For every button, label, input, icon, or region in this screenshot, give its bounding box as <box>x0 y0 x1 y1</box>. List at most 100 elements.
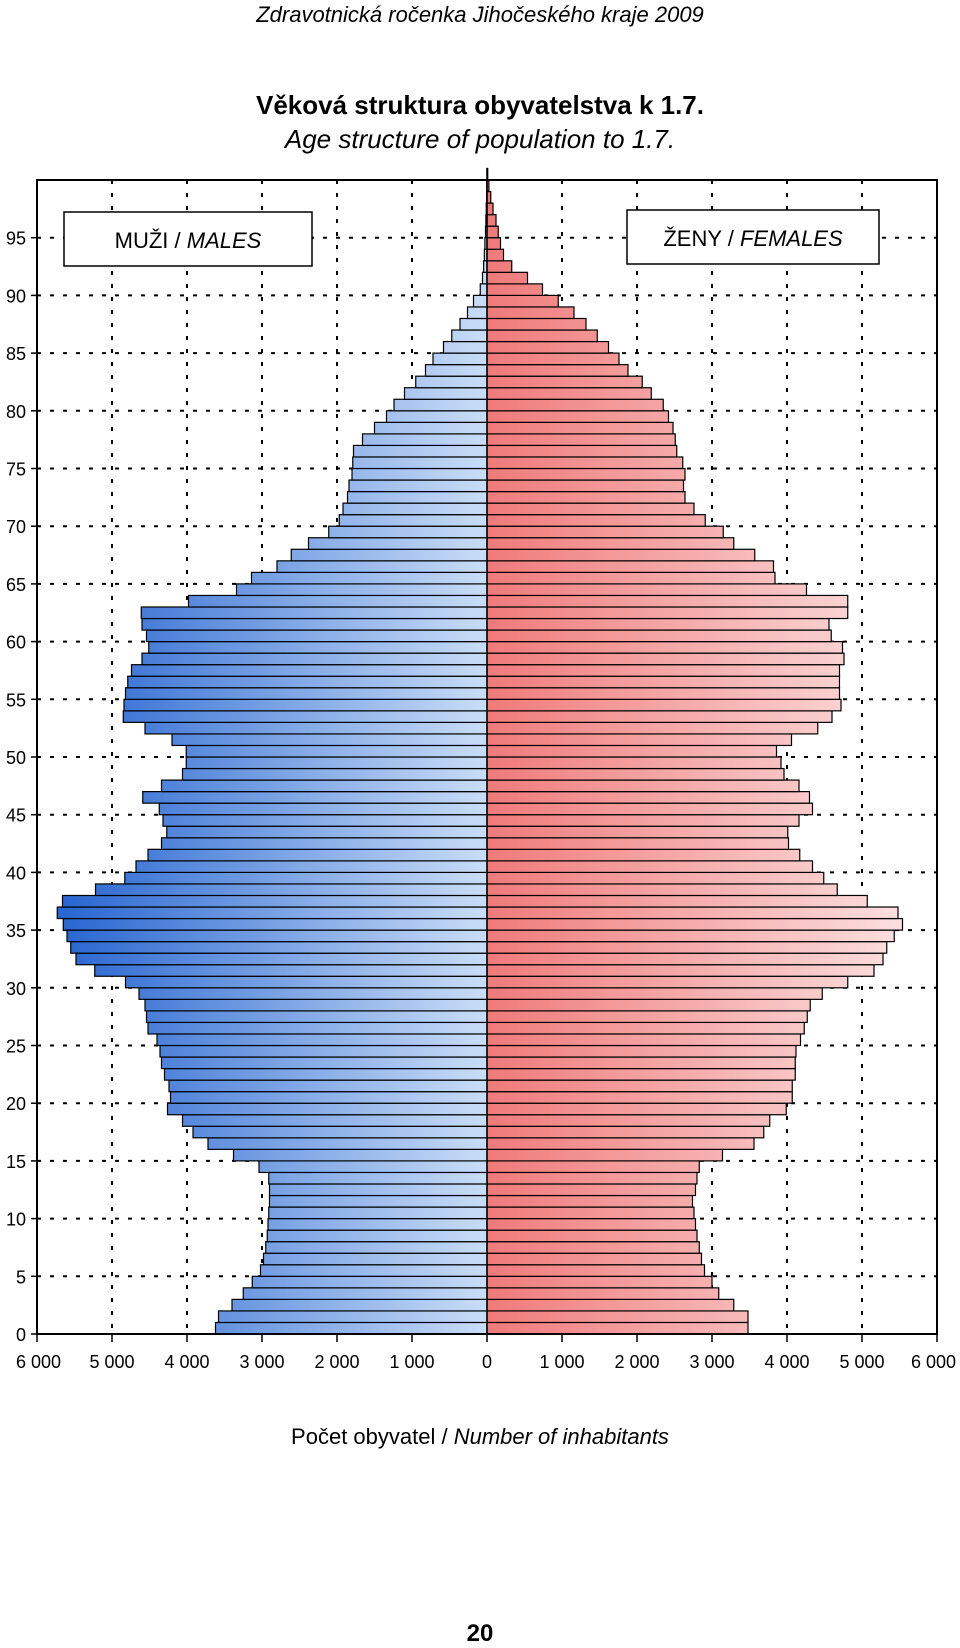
bar-female <box>487 1011 807 1023</box>
legend-females-label: ŽENY / FEMALES <box>663 226 843 251</box>
bar-female <box>487 503 694 515</box>
bar-male <box>126 976 488 988</box>
bar-male <box>157 1034 487 1046</box>
bar-female <box>487 688 840 700</box>
bar-male <box>267 1230 487 1242</box>
bar-female <box>487 1034 801 1046</box>
bar-male <box>186 757 487 769</box>
bar-male <box>71 942 487 954</box>
bar-female <box>487 1288 719 1300</box>
x-tick-label: 1 000 <box>389 1352 434 1372</box>
bar-male <box>147 1011 488 1023</box>
bar-female <box>487 215 496 227</box>
bar-female <box>487 272 528 284</box>
bar-male <box>269 1172 487 1184</box>
bar-male <box>171 1092 488 1104</box>
bar-female <box>487 895 867 907</box>
bar-female <box>487 988 822 1000</box>
bar-male <box>339 515 487 527</box>
bar-male <box>186 745 487 757</box>
y-tick-label: 35 <box>6 921 26 941</box>
x-tick-label: 2 000 <box>614 1352 659 1372</box>
bar-male <box>309 538 488 550</box>
bar-male <box>266 1242 487 1254</box>
bar-female <box>487 307 574 319</box>
bar-male <box>123 711 487 723</box>
y-tick-label: 45 <box>6 806 26 826</box>
bar-male <box>145 722 487 734</box>
x-tick-label: 6 000 <box>16 1352 61 1372</box>
bar-male <box>163 815 487 827</box>
bar-male <box>162 838 488 850</box>
bar-female <box>487 1196 693 1208</box>
bar-female <box>487 376 642 388</box>
bar-male <box>270 1184 488 1196</box>
bar-female <box>487 445 677 457</box>
y-tick-label: 80 <box>6 402 26 422</box>
bar-female <box>487 399 663 411</box>
bar-male <box>353 457 487 469</box>
bar-male <box>148 1022 487 1034</box>
bar-female <box>487 330 597 342</box>
bar-male <box>264 1253 488 1265</box>
page-number: 20 <box>0 1620 960 1648</box>
bar-male <box>162 780 488 792</box>
bar-male <box>208 1138 487 1150</box>
bar-male <box>343 503 487 515</box>
x-axis-label: Počet obyvatel / Number of inhabitants <box>0 1424 960 1450</box>
bar-female <box>487 457 683 469</box>
x-tick-label: 4 000 <box>164 1352 209 1372</box>
x-tick-label: 0 <box>482 1352 492 1372</box>
bar-male <box>136 861 487 873</box>
bar-female <box>487 619 829 631</box>
bar-male <box>259 1161 487 1173</box>
bar-female <box>487 815 799 827</box>
x-tick-label: 1 000 <box>539 1352 584 1372</box>
bar-female <box>487 884 837 896</box>
bar-male <box>162 1057 488 1069</box>
bar-female <box>487 261 512 273</box>
bar-male <box>219 1311 488 1323</box>
bar-female <box>487 422 673 434</box>
bar-female <box>487 238 501 250</box>
y-tick-label: 50 <box>6 748 26 768</box>
bar-male <box>405 388 488 400</box>
bar-female <box>487 203 493 215</box>
bar-female <box>487 1092 792 1104</box>
bar-male <box>426 365 488 377</box>
y-tick-label: 20 <box>6 1094 26 1114</box>
bar-female <box>487 919 903 931</box>
bar-male <box>193 1126 487 1138</box>
bar-male <box>63 895 488 907</box>
bar-male <box>216 1322 488 1334</box>
bar-male <box>128 676 487 688</box>
bar-female <box>487 295 558 307</box>
bar-female <box>487 734 792 746</box>
bar-female <box>487 849 800 861</box>
x-tick-label: 3 000 <box>239 1352 284 1372</box>
bar-female <box>487 630 831 642</box>
bar-female <box>487 549 755 561</box>
bar-male <box>95 965 487 977</box>
bar-female <box>487 1219 696 1231</box>
bar-male <box>139 988 487 1000</box>
y-tick-label: 65 <box>6 575 26 595</box>
bar-male <box>132 665 488 677</box>
legend-females: ŽENY / FEMALES <box>627 210 879 264</box>
x-tick-label: 2 000 <box>314 1352 359 1372</box>
bar-male <box>147 630 488 642</box>
bar-female <box>487 1299 734 1311</box>
bar-female <box>487 665 840 677</box>
x-tick-label: 5 000 <box>839 1352 884 1372</box>
x-tick-label: 5 000 <box>89 1352 134 1372</box>
bar-male <box>160 1046 487 1058</box>
bar-female <box>487 515 705 527</box>
y-tick-label: 25 <box>6 1037 26 1057</box>
bar-male <box>468 307 488 319</box>
bar-female <box>487 342 609 354</box>
bars <box>57 168 902 1334</box>
y-tick-label: 5 <box>16 1267 26 1287</box>
bar-male <box>363 434 488 446</box>
